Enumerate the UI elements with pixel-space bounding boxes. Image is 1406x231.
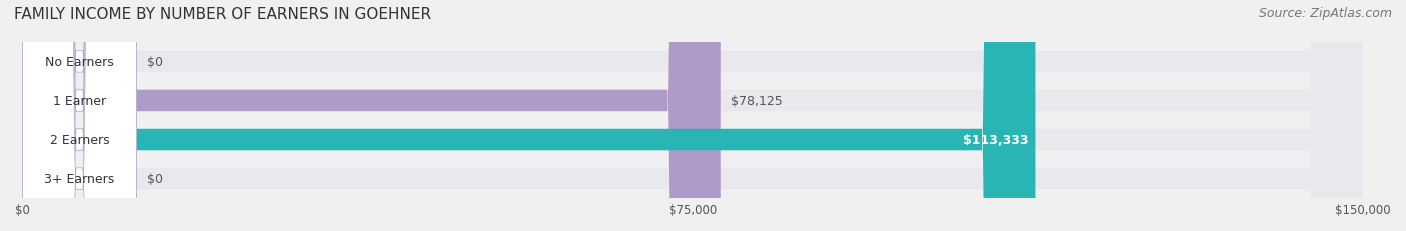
Text: 2 Earners: 2 Earners	[49, 134, 110, 146]
Text: 3+ Earners: 3+ Earners	[45, 172, 114, 185]
Text: 1 Earner: 1 Earner	[53, 94, 105, 107]
Text: FAMILY INCOME BY NUMBER OF EARNERS IN GOEHNER: FAMILY INCOME BY NUMBER OF EARNERS IN GO…	[14, 7, 432, 22]
Text: $0: $0	[148, 172, 163, 185]
FancyBboxPatch shape	[22, 0, 1364, 231]
Text: Source: ZipAtlas.com: Source: ZipAtlas.com	[1258, 7, 1392, 20]
Text: No Earners: No Earners	[45, 56, 114, 69]
Text: $0: $0	[148, 56, 163, 69]
Text: $78,125: $78,125	[731, 94, 783, 107]
Text: $113,333: $113,333	[963, 134, 1029, 146]
FancyBboxPatch shape	[22, 0, 1364, 231]
FancyBboxPatch shape	[22, 0, 1364, 231]
FancyBboxPatch shape	[22, 0, 1364, 231]
FancyBboxPatch shape	[22, 0, 1035, 231]
FancyBboxPatch shape	[22, 0, 136, 231]
FancyBboxPatch shape	[22, 0, 721, 231]
FancyBboxPatch shape	[22, 0, 136, 231]
FancyBboxPatch shape	[22, 0, 136, 231]
FancyBboxPatch shape	[22, 0, 136, 231]
